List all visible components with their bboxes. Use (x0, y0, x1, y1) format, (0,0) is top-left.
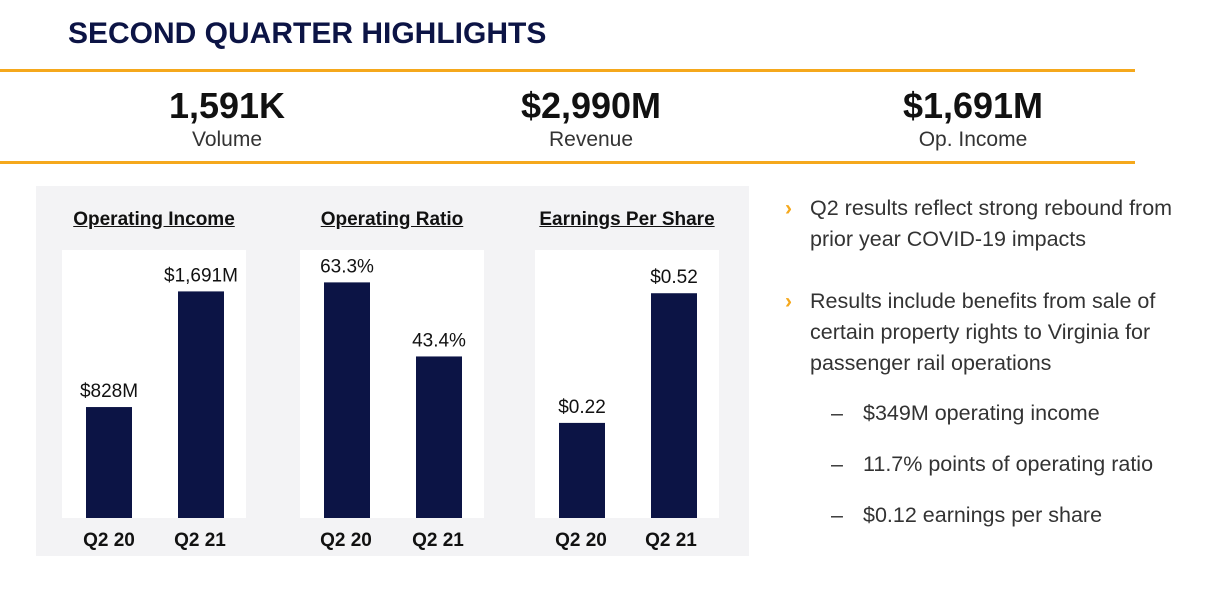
eps-chart: $0.22 $0.52 (535, 250, 719, 518)
x-tick-label: Q2 20 (83, 530, 135, 551)
x-tick-label: Q2 21 (645, 530, 697, 551)
kpi-label: Revenue (548, 128, 634, 151)
data-label: 43.4% (412, 330, 466, 351)
operating-ratio-chart: 63.3% 43.4% (300, 250, 484, 518)
bottom-divider (0, 161, 1135, 164)
data-label: $1,691M (164, 265, 238, 286)
kpi-op-income: $1,691M Op. Income (843, 86, 1103, 153)
bar-q2-20 (86, 407, 132, 518)
chevron-right-icon: › (785, 290, 792, 313)
kpi-volume: 1,591K Volume (97, 86, 357, 153)
kpi-value: $2,990M (520, 85, 662, 126)
bar-q2-20 (324, 282, 370, 518)
sub-bullet-item: – $0.12 earnings per share (831, 500, 1102, 531)
data-label: $828M (80, 381, 138, 402)
bullet-item: › Results include benefits from sale of … (785, 286, 1205, 379)
kpi-value: 1,591K (168, 85, 286, 126)
bullet-text: Q2 results reflect strong rebound from p… (810, 196, 1173, 251)
sub-bullet-item: – $349M operating income (831, 398, 1100, 429)
dash-icon: – (831, 503, 843, 527)
x-tick-label: Q2 20 (320, 530, 372, 551)
bullet-list: › Q2 results reflect strong rebound from… (785, 193, 1205, 410)
operating-income-chart: $828M $1,691M (62, 250, 246, 518)
sub-bullet-item: –11.7% points of operating ratio (831, 449, 1153, 480)
bar-q2-21 (651, 293, 697, 518)
x-tick-label: Q2 21 (412, 530, 464, 551)
data-label: $0.52 (650, 267, 698, 288)
kpi-label: Volume (191, 128, 263, 151)
dash-icon: – (831, 401, 843, 425)
top-divider (0, 69, 1135, 72)
bar-q2-21 (416, 356, 462, 518)
sub-bullet-text: 11.7% points of operating ratio (863, 452, 1154, 476)
page-title: SECOND QUARTER HIGHLIGHTS (68, 17, 547, 50)
x-tick-label: Q2 21 (174, 530, 226, 551)
sub-bullet-text: $349M operating income (863, 401, 1100, 425)
sub-bullet-text: $0.12 earnings per share (863, 503, 1103, 527)
kpi-value: $1,691M (902, 85, 1044, 126)
chevron-right-icon: › (785, 197, 792, 220)
x-tick-label: Q2 20 (555, 530, 607, 551)
chart-title-operating-income: Operating Income (73, 209, 235, 230)
kpi-revenue: $2,990M Revenue (461, 86, 721, 153)
kpi-label: Op. Income (918, 128, 1028, 151)
bullet-item: › Q2 results reflect strong rebound from… (785, 193, 1205, 255)
chart-title-operating-ratio: Operating Ratio (320, 209, 464, 230)
bullet-text: Results include benefits from sale of ce… (810, 289, 1156, 375)
bar-q2-21 (178, 291, 224, 518)
data-label: $0.22 (558, 397, 606, 418)
dash-icon: – (831, 452, 843, 476)
bar-q2-20 (559, 422, 605, 518)
data-label: 63.3% (320, 256, 374, 277)
chart-title-eps: Earnings Per Share (539, 209, 715, 230)
